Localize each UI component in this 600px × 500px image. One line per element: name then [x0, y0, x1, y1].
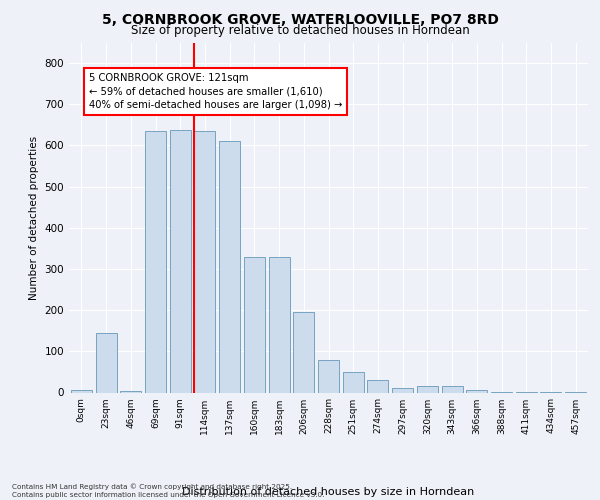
- Bar: [95, 333, 116, 392]
- Bar: [293, 312, 314, 392]
- Bar: [343, 372, 364, 392]
- Text: Size of property relative to detached houses in Horndean: Size of property relative to detached ho…: [131, 24, 469, 37]
- Text: Contains HM Land Registry data © Crown copyright and database right 2025.
Contai: Contains HM Land Registry data © Crown c…: [12, 484, 325, 498]
- Bar: [318, 360, 339, 392]
- Text: 5, CORNBROOK GROVE, WATERLOOVILLE, PO7 8RD: 5, CORNBROOK GROVE, WATERLOOVILLE, PO7 8…: [101, 12, 499, 26]
- Bar: [392, 388, 413, 392]
- Y-axis label: Number of detached properties: Number of detached properties: [29, 136, 39, 300]
- Bar: [269, 256, 290, 392]
- Bar: [145, 131, 166, 392]
- Bar: [71, 390, 92, 392]
- Text: 5 CORNBROOK GROVE: 121sqm
← 59% of detached houses are smaller (1,610)
40% of se: 5 CORNBROOK GROVE: 121sqm ← 59% of detac…: [89, 74, 342, 110]
- Bar: [367, 380, 388, 392]
- Bar: [244, 256, 265, 392]
- Bar: [219, 142, 240, 392]
- Bar: [442, 386, 463, 392]
- Bar: [170, 130, 191, 392]
- Bar: [417, 386, 438, 392]
- Bar: [466, 390, 487, 392]
- X-axis label: Distribution of detached houses by size in Horndean: Distribution of detached houses by size …: [182, 486, 475, 496]
- Bar: [194, 131, 215, 392]
